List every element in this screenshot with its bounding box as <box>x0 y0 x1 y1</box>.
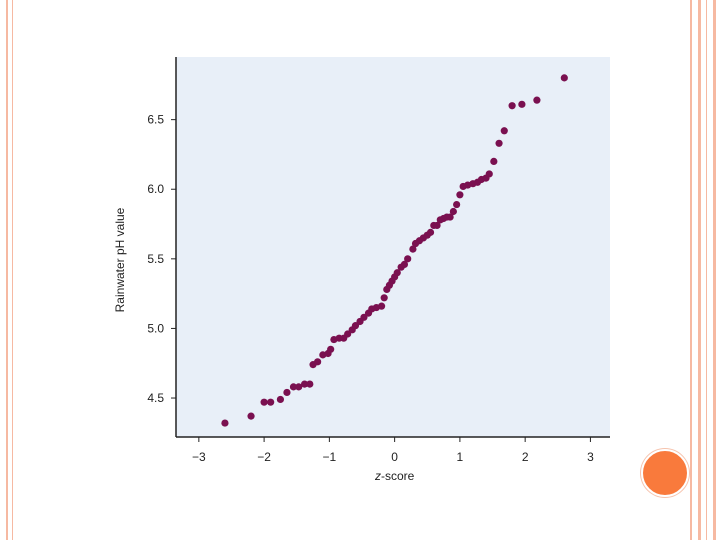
right-border-4 <box>713 0 716 540</box>
data-point <box>360 313 368 321</box>
x-tick-label: −3 <box>192 450 206 464</box>
data-point <box>344 330 352 338</box>
x-axis: −3 −2 −1 0 1 2 3 <box>176 436 610 464</box>
data-point <box>314 358 322 366</box>
data-point <box>276 395 285 404</box>
right-border-1 <box>690 0 692 540</box>
data-point <box>380 294 388 302</box>
data-point <box>433 221 441 230</box>
data-point <box>518 100 526 108</box>
left-border-inner <box>12 0 13 540</box>
data-point <box>289 383 298 391</box>
orange-circle <box>641 449 689 497</box>
data-point <box>449 207 457 216</box>
data-point <box>508 102 516 110</box>
x-axis-label-italic: z <box>374 469 381 483</box>
y-axis: 4.5 5.0 5.5 6.0 6.5 <box>147 57 177 437</box>
data-point <box>377 302 386 310</box>
data-point <box>560 74 568 82</box>
data-points <box>221 74 568 427</box>
plot-area <box>176 57 610 437</box>
x-tick-label: 0 <box>391 450 398 464</box>
y-tick-label: 5.0 <box>147 321 164 335</box>
data-point <box>267 398 275 406</box>
data-point <box>453 200 461 209</box>
y-axis-label: Rainwater pH value <box>113 207 127 312</box>
y-tick-label: 6.5 <box>147 113 164 127</box>
x-tick-label: 3 <box>587 450 594 464</box>
x-axis-label-rest: -score <box>381 469 415 483</box>
y-tick-label: 4.5 <box>147 391 164 405</box>
data-point <box>306 380 314 388</box>
x-tick-label: −1 <box>323 450 337 464</box>
left-border-outer <box>6 0 8 540</box>
y-tick-label: 5.5 <box>147 252 164 266</box>
data-point <box>495 139 503 147</box>
data-point <box>400 260 409 268</box>
data-point <box>300 380 309 388</box>
data-point <box>221 419 229 427</box>
x-tick-label: 1 <box>457 450 464 464</box>
data-point <box>283 388 291 397</box>
data-point <box>533 96 541 104</box>
data-point <box>404 255 412 263</box>
data-point <box>295 383 303 391</box>
data-point <box>409 245 417 253</box>
data-point <box>485 170 493 178</box>
data-point <box>490 157 498 165</box>
x-tick-label: −2 <box>257 450 271 464</box>
right-border-3 <box>706 0 707 540</box>
y-tick-label: 6.0 <box>147 182 164 196</box>
data-point <box>351 322 360 330</box>
data-point <box>327 345 335 353</box>
data-point <box>500 127 508 135</box>
x-axis-label: z-score <box>374 469 415 483</box>
right-border-2 <box>698 0 701 540</box>
data-point <box>456 191 464 199</box>
x-tick-label: 2 <box>522 450 529 464</box>
data-point <box>393 269 401 277</box>
data-point <box>247 412 255 420</box>
data-point <box>260 398 268 406</box>
data-point <box>426 228 435 236</box>
data-point <box>446 213 454 221</box>
